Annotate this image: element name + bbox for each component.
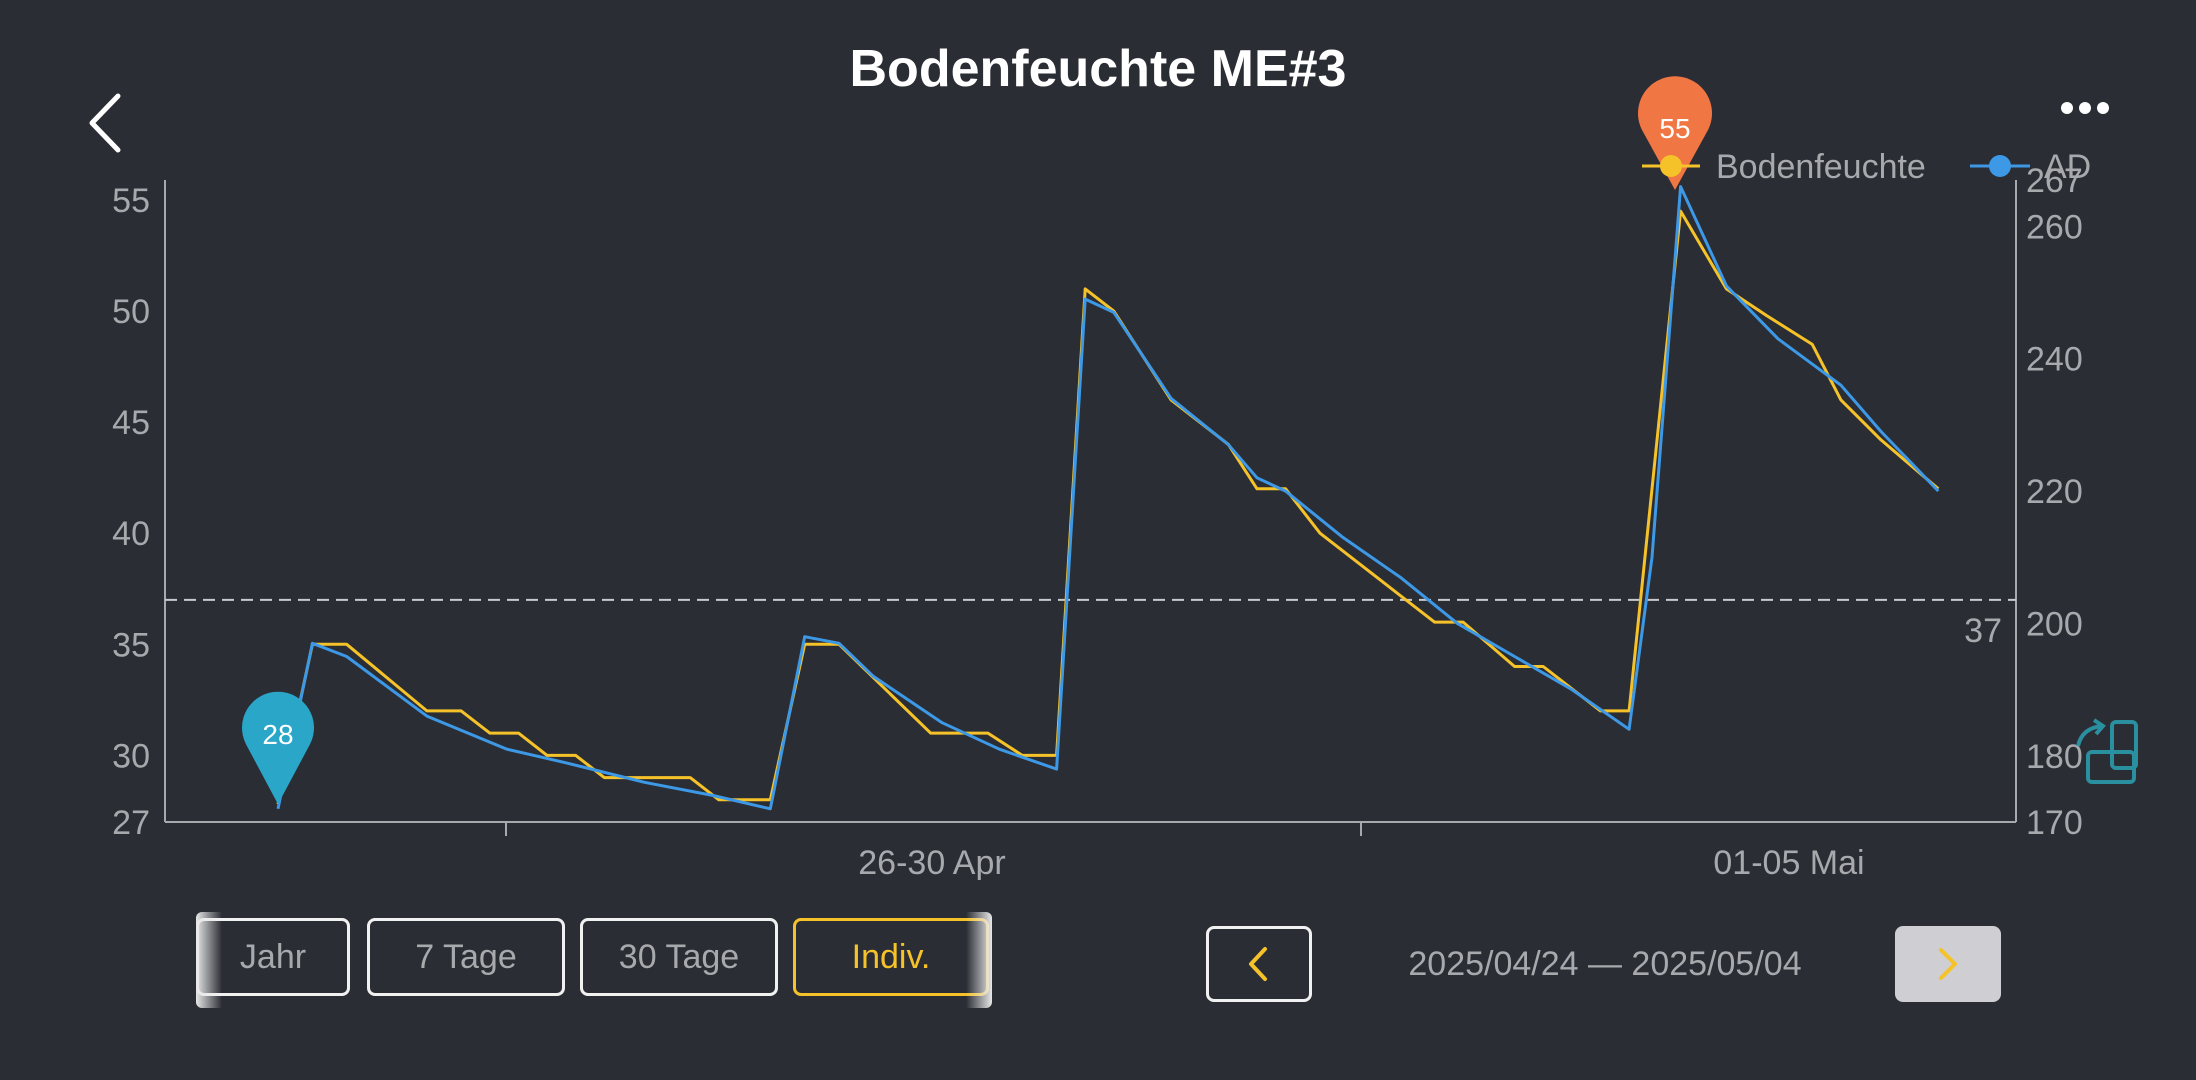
legend-label-bodenfeuchte: Bodenfeuchte (1716, 148, 1926, 186)
rotate-screen-icon[interactable] (2076, 718, 2138, 784)
y-left-tick-label: 35 (112, 626, 150, 664)
y-right-tick-label: 180 (2026, 738, 2083, 776)
chevron-left-icon (89, 93, 121, 153)
y-right-tick-label: 260 (2026, 208, 2083, 246)
more-button[interactable] (2055, 88, 2115, 128)
y-left-tick-label: 50 (112, 293, 150, 331)
x-axis-label: 01-05 Mai (1713, 844, 1864, 880)
y-left-tick-label: 40 (112, 515, 150, 553)
max-marker-label: 55 (1659, 113, 1690, 144)
min-marker-label: 28 (262, 719, 293, 750)
y-right-tick-label: 170 (2026, 804, 2083, 842)
tab-7-tage[interactable]: 7 Tage (367, 918, 565, 996)
y-left-tick-label: 30 (112, 737, 150, 775)
tab-30-tage[interactable]: 30 Tage (580, 918, 778, 996)
legend-label-ad: AD (2044, 148, 2091, 186)
series-line-ad (276, 185, 1940, 811)
range-tabs: Jahr 7 Tage 30 Tage Indiv. (196, 912, 992, 1012)
x-axis-label: 26-30 Apr (858, 844, 1005, 880)
y-left-tick-label: 27 (112, 804, 150, 842)
back-button[interactable] (78, 88, 138, 158)
date-range: 2025/04/24 — 2025/05/04 (1408, 945, 1802, 983)
next-range-button[interactable] (1895, 926, 2001, 1002)
max-marker-pin (1638, 76, 1713, 190)
previous-range-button[interactable] (1206, 926, 1312, 1002)
chevron-right-icon (1939, 948, 1957, 980)
soil-moisture-chart: 27 30 35 40 45 50 55 170 180 200 220 240 260 267 26-30… (112, 76, 2138, 880)
reference-line-label: 37 (1964, 612, 2002, 650)
y-left-tick-label: 45 (112, 404, 150, 442)
tab-jahr[interactable]: Jahr (196, 918, 350, 996)
y-right-tick-label: 200 (2026, 605, 2083, 643)
min-marker-pin (242, 691, 314, 805)
y-right-tick-label: 267 (2026, 162, 2083, 200)
more-horizontal-icon (2061, 102, 2109, 114)
y-right-tick-label: 220 (2026, 473, 2083, 511)
tab-indiv[interactable]: Indiv. (793, 918, 989, 996)
page-title: Bodenfeuchte ME#3 (849, 40, 1347, 98)
y-right-tick-label: 240 (2026, 341, 2083, 379)
legend-marker-bodenfeuchte (1660, 155, 1682, 177)
legend-marker-ad (1989, 155, 2011, 177)
y-left-tick-label: 55 (112, 182, 150, 220)
chevron-left-icon (1249, 947, 1267, 981)
series-line-bodenfeuchte (276, 209, 1940, 805)
